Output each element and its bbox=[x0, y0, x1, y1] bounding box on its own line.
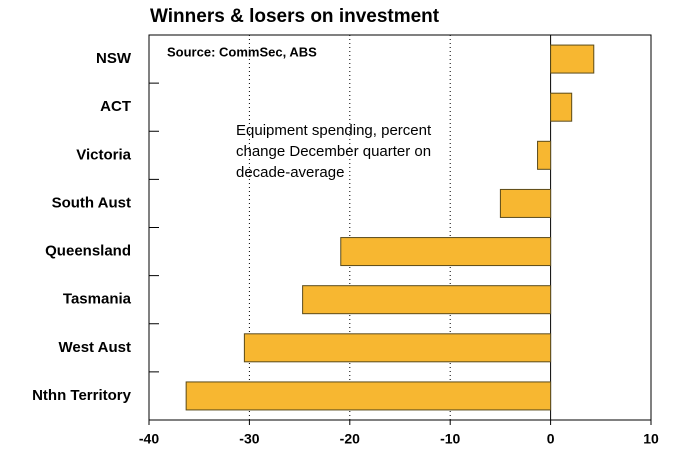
y-tick-label: Queensland bbox=[45, 243, 131, 260]
y-tick-label: Tasmania bbox=[63, 291, 132, 308]
x-tick-label: -20 bbox=[340, 431, 360, 447]
bar bbox=[550, 92, 573, 122]
y-tick-label: South Aust bbox=[52, 194, 131, 211]
bar bbox=[243, 333, 552, 363]
bar bbox=[185, 381, 552, 411]
bar bbox=[499, 188, 552, 218]
x-tick-label: -10 bbox=[440, 431, 460, 447]
x-tick-label: -40 bbox=[139, 431, 159, 447]
annotation: decade-average bbox=[236, 164, 344, 181]
x-tick-label: -30 bbox=[239, 431, 259, 447]
annotation: change December quarter on bbox=[236, 143, 431, 160]
source-note: Source: CommSec, ABS bbox=[167, 44, 317, 59]
bar bbox=[340, 237, 552, 267]
annotation: Equipment spending, percent bbox=[236, 122, 432, 139]
chart-title: Winners & losers on investment bbox=[150, 6, 440, 27]
y-tick-label: NSW bbox=[96, 50, 132, 67]
bar bbox=[550, 44, 595, 74]
y-tick-label: Victoria bbox=[76, 146, 131, 163]
y-tick-label: West Aust bbox=[58, 339, 131, 356]
x-tick-label: 0 bbox=[547, 431, 555, 447]
y-tick-label: Nthn Territory bbox=[32, 387, 132, 404]
bar bbox=[537, 140, 552, 170]
bar bbox=[302, 285, 552, 315]
y-tick-label: ACT bbox=[100, 98, 131, 115]
x-tick-label: 10 bbox=[643, 431, 659, 447]
